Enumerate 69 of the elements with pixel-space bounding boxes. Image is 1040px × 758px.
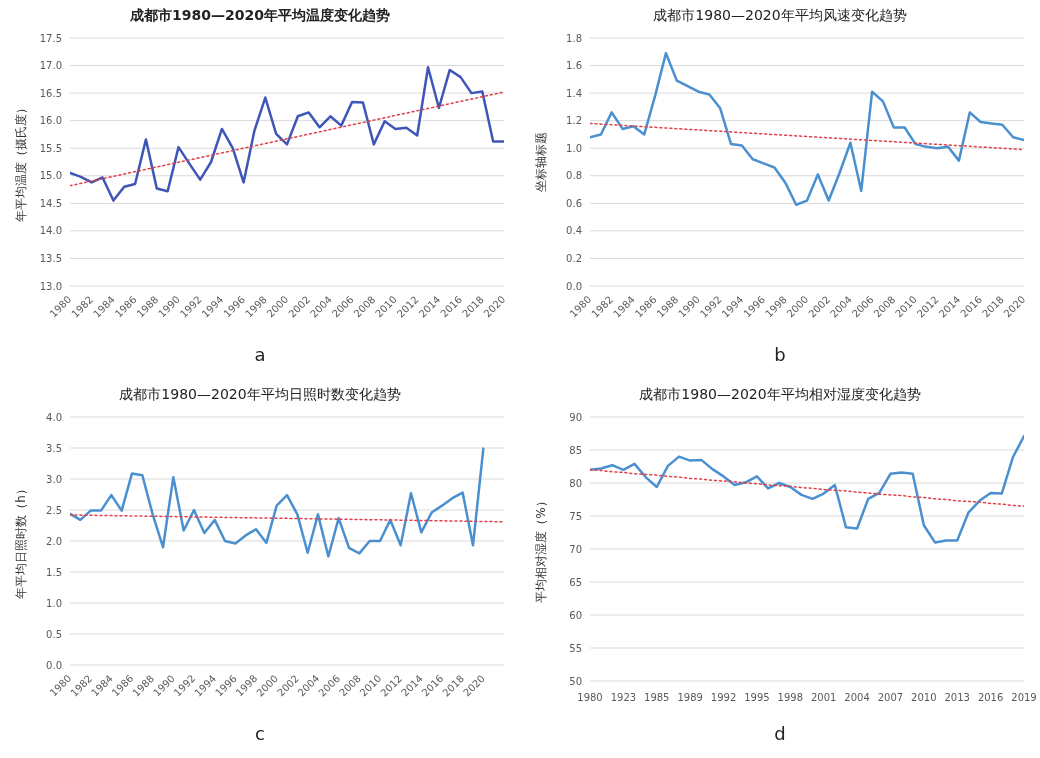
- text: c: [255, 723, 265, 744]
- x-tick-label: 2010: [911, 692, 937, 703]
- x-tick-label: 1998: [777, 692, 804, 703]
- y-tick-label: 0.2: [566, 252, 582, 264]
- y-tick-label: 1.0: [46, 597, 62, 609]
- y-tick-label: 2.5: [46, 504, 62, 516]
- y-tick-label: 0.8: [566, 170, 582, 182]
- x-tick-label: 2019: [1011, 692, 1037, 703]
- y-tick-label: 2.0: [46, 535, 62, 547]
- y-tick-label: 4.0: [46, 411, 62, 423]
- y-tick-label: 16.5: [39, 87, 62, 99]
- line-series: [590, 469, 1024, 507]
- y-tick-label: 17.0: [39, 60, 62, 72]
- x-tick-label: 1923: [610, 692, 637, 703]
- y-tick-label: 15.0: [39, 170, 62, 182]
- text: d: [774, 723, 786, 744]
- y-tick-label: 55: [569, 642, 582, 654]
- y-tick-label: 1.4: [566, 87, 582, 99]
- y-tick-label: 70: [569, 543, 582, 555]
- y-tick-label: 13.0: [39, 280, 62, 292]
- y-tick-label: 15.5: [39, 142, 62, 154]
- y-tick-label: 1.2: [566, 115, 582, 127]
- y-tick-label: 80: [569, 477, 582, 489]
- y-tick-label: 3.5: [46, 442, 62, 454]
- y-tick-label: 14.5: [39, 197, 62, 209]
- chart-title: 成都市1980—2020年平均温度变化趋势: [129, 6, 391, 25]
- text: b: [774, 344, 786, 365]
- y-tick-label: 3.0: [46, 473, 62, 485]
- y-tick-label: 0.4: [566, 225, 582, 237]
- x-tick-label: 2004: [844, 692, 870, 703]
- x-tick-label: 2007: [877, 692, 904, 703]
- y-tick-label: 0.6: [566, 197, 582, 209]
- line-series: [590, 434, 1024, 544]
- x-tick-label: 1992: [710, 692, 737, 703]
- y-tick-label: 0.0: [566, 280, 582, 292]
- x-tick-label: 2016: [977, 692, 1004, 703]
- line-series: [70, 447, 485, 558]
- y-tick-label: 17.5: [39, 32, 62, 44]
- y-tick-label: 85: [569, 444, 582, 456]
- y-tick-label: 90: [569, 411, 582, 423]
- y-tick-label: 14.0: [39, 225, 62, 237]
- chart-title: 成都市1980—2020年平均相对湿度变化趋势: [638, 385, 922, 404]
- text: a: [254, 344, 266, 365]
- y-axis-title: 坐标轴标题: [534, 132, 549, 192]
- x-tick-label: 2001: [810, 692, 837, 703]
- y-axis-title: 平均相对湿度（%）: [534, 495, 549, 603]
- y-tick-label: 50: [569, 675, 582, 687]
- x-tick-label: 1995: [744, 692, 770, 703]
- line-series: [70, 65, 504, 202]
- x-tick-label: 2013: [944, 692, 970, 703]
- y-tick-label: 0.5: [46, 628, 62, 640]
- y-axis-title: 年平均温度（摄氏度）: [14, 102, 29, 222]
- y-tick-label: 1.6: [566, 60, 582, 72]
- chart-title: 成都市1980—2020年平均风速变化趋势: [652, 6, 908, 25]
- x-tick-label: 1980: [577, 692, 603, 703]
- y-tick-label: 60: [569, 609, 582, 621]
- y-axis-title: 年平均日照时数（h）: [14, 483, 29, 599]
- x-tick-label: 1989: [677, 692, 703, 703]
- y-tick-label: 65: [569, 576, 582, 588]
- chart-title: 成都市1980—2020年平均日照时数变化趋势: [118, 385, 402, 404]
- x-tick-label: 1985: [644, 692, 670, 703]
- y-tick-label: 0.0: [46, 659, 62, 671]
- y-tick-label: 1.5: [46, 566, 62, 578]
- y-tick-label: 1.8: [566, 32, 582, 44]
- y-tick-label: 75: [569, 510, 582, 522]
- y-tick-label: 16.0: [39, 115, 62, 127]
- line-series: [590, 51, 1024, 206]
- y-tick-label: 1.0: [566, 142, 582, 154]
- y-tick-label: 13.5: [39, 252, 62, 264]
